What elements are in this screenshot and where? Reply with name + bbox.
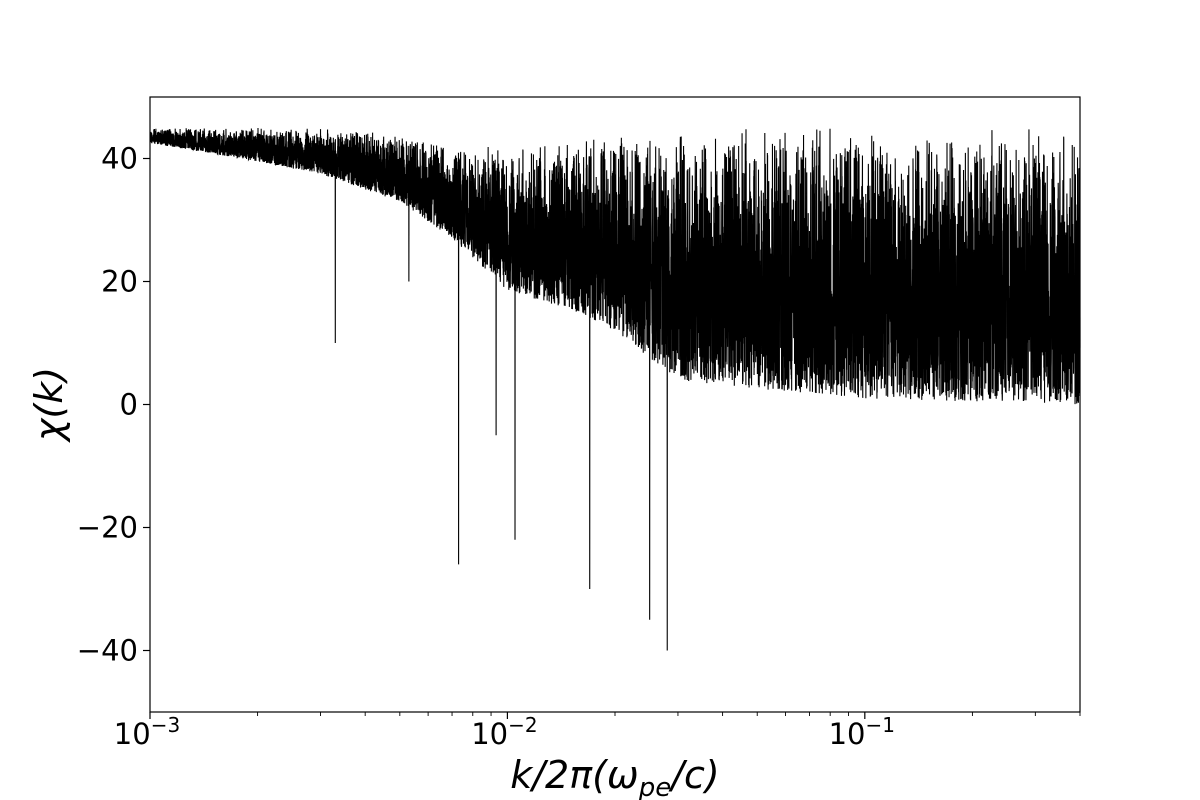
x-axis-label-sub: pe — [638, 773, 672, 800]
series-layer — [149, 127, 1081, 651]
y-tick-label: 20 — [101, 265, 138, 299]
x-tick-base: 10 — [829, 717, 866, 751]
y-tick-label: −40 — [77, 634, 138, 668]
y-tick-label: 40 — [101, 142, 138, 176]
x-tick-exponent: −2 — [508, 713, 537, 737]
x-axis-label-main: k/2π(ω — [510, 753, 639, 797]
x-axis-label-tail: /c) — [668, 753, 720, 797]
x-tick-base: 10 — [471, 717, 508, 751]
x-tick-label: 10−1 — [829, 713, 895, 751]
y-axis-label: χ(k) — [27, 367, 71, 443]
x-tick-exponent: −1 — [866, 713, 895, 737]
y-tick-label: 0 — [120, 388, 138, 422]
x-axis-label: k/2π(ωpe/c) — [510, 753, 720, 800]
series-line — [149, 127, 1081, 651]
y-tick-label: −20 — [77, 511, 138, 545]
x-tick-label: 10−3 — [114, 713, 180, 751]
x-tick-label: 10−2 — [471, 713, 537, 751]
x-tick-exponent: −3 — [151, 713, 180, 737]
x-tick-base: 10 — [114, 717, 151, 751]
